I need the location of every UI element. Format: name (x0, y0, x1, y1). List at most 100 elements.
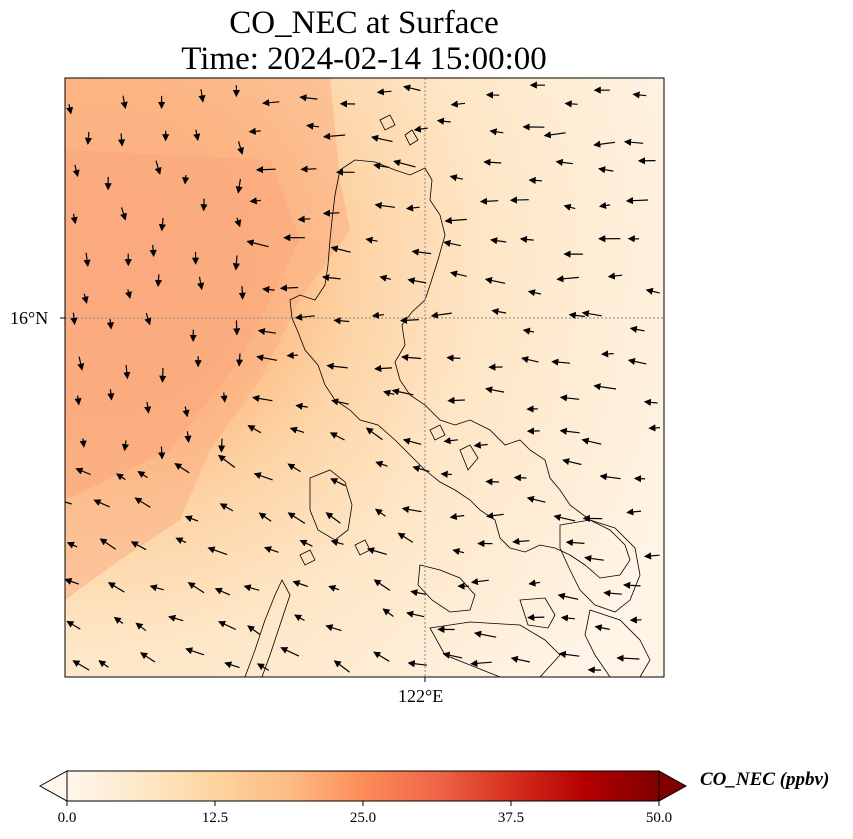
wind-vector-arrow (70, 312, 78, 326)
wind-vector-arrow (526, 495, 546, 503)
map-title-line-1: CO_NEC at Surface (229, 5, 499, 41)
wind-vector-arrow (633, 475, 646, 483)
wind-vector-arrow (581, 310, 602, 318)
wind-vector-arrow (449, 270, 467, 278)
wind-vector-arrow (286, 351, 298, 359)
colorbar-gradient (66, 770, 660, 802)
wind-vector-arrow (391, 388, 414, 396)
wind-vector-arrow (627, 357, 647, 365)
wind-vector-arrow (626, 508, 642, 516)
wind-vector-arrow (559, 394, 580, 402)
wind-vector-arrow (557, 592, 579, 600)
wind-vector-arrow (263, 546, 279, 553)
wind-vector-arrow (483, 158, 502, 166)
wind-vector-arrow (117, 133, 126, 147)
wind-vector-arrow (217, 454, 236, 468)
wind-vector-arrow (139, 652, 156, 663)
wind-vector-arrow (246, 239, 269, 248)
wind-vector-arrow (521, 356, 539, 364)
wind-vector-arrow (235, 178, 243, 194)
wind-vector-arrow (232, 255, 240, 271)
wind-vector-arrow (333, 317, 350, 325)
wind-vector-arrow (444, 216, 467, 225)
wind-vector-arrow (182, 175, 190, 185)
wind-vector-arrow (158, 218, 167, 232)
wind-vector-arrow (184, 515, 199, 523)
wind-vector-arrow (247, 625, 261, 635)
wind-vector-arrow (446, 354, 461, 362)
wind-vector-arrow (373, 579, 391, 591)
wind-vector-arrow (584, 554, 604, 563)
wind-vector-arrow (306, 122, 319, 130)
wind-vector-arrow (219, 503, 234, 512)
colorbar-tick-label: 0.0 (57, 810, 77, 826)
wind-vector-arrow (440, 470, 452, 478)
wind-vector-arrow (393, 159, 416, 168)
wind-vector-arrow (84, 132, 92, 145)
wind-vector-arrow (450, 100, 466, 108)
wind-vector-arrow (98, 660, 109, 668)
wind-vector-arrow (513, 474, 527, 482)
wind-vector-arrow (403, 84, 421, 92)
wind-vector-arrow (294, 313, 315, 321)
wind-vector-arrow (406, 610, 425, 618)
wind-vector-arrow (93, 499, 110, 508)
wind-vector-arrow (77, 356, 85, 371)
wind-vector-arrow (144, 401, 152, 414)
wind-vector-arrow (243, 584, 260, 592)
wind-vector-arrow (295, 402, 308, 410)
wind-vector-arrow (527, 613, 545, 622)
colorbar (38, 770, 688, 806)
wind-vector-arrow (65, 578, 79, 585)
wind-vector-arrow (559, 427, 580, 435)
wind-vector-arrow (623, 138, 644, 146)
wind-vector-arrow (182, 406, 190, 418)
wind-vector-arrow (330, 245, 351, 253)
wind-vector-arrow (238, 286, 246, 300)
wind-vector-arrow (124, 289, 132, 299)
wind-vector-arrow (522, 327, 535, 335)
wind-vector-arrow (555, 158, 573, 166)
wind-vector-arrow (130, 541, 147, 551)
wind-vector-arrow (405, 204, 420, 212)
wind-vector-arrow (366, 547, 387, 555)
wind-vector-arrow (470, 577, 489, 586)
wind-vector-arrow (599, 473, 621, 481)
wind-vector-arrow (287, 512, 306, 524)
wind-vector-arrow (470, 659, 492, 667)
wind-vector-arrow (598, 166, 614, 174)
wind-vector-arrow (321, 274, 341, 282)
wind-vector-arrow (581, 437, 602, 445)
wind-vector-arrow (407, 660, 428, 668)
wind-vector-arrow (374, 202, 395, 210)
wind-vector-arrow (137, 471, 148, 479)
wind-vector-arrow (560, 614, 575, 622)
wind-vector-arrow (601, 350, 614, 358)
wind-vector-arrow (528, 176, 543, 185)
wind-vector-arrow (121, 440, 130, 452)
wind-vector-arrow (218, 620, 237, 631)
wind-vector-arrow (72, 164, 80, 178)
wind-vector-arrow (322, 132, 346, 140)
wind-vector-arrow (401, 353, 422, 362)
wind-vector-arrow (374, 364, 393, 373)
wind-vector-arrow (220, 392, 228, 403)
wind-vector-arrow (154, 274, 163, 288)
wind-vector-arrow (175, 537, 187, 544)
wind-vector-arrow (257, 327, 277, 336)
wind-vector-arrow (484, 277, 506, 285)
wind-vector-arrow (643, 398, 658, 406)
wind-vector-arrow (331, 398, 349, 406)
wind-vector-arrow (70, 213, 78, 225)
wind-vector-arrow (256, 354, 278, 362)
wind-vector-arrow (79, 438, 87, 448)
wind-vector-arrow (562, 458, 582, 466)
wind-vector-arrow (207, 546, 228, 556)
wind-vector-arrow (287, 463, 301, 473)
wind-vector-arrow (556, 275, 579, 283)
wind-vector-arrow (509, 196, 529, 204)
wind-vector-arrow (411, 248, 432, 256)
wind-vector-arrow (430, 311, 452, 319)
wind-vector-arrow (149, 584, 164, 592)
wind-vectors (65, 81, 661, 674)
